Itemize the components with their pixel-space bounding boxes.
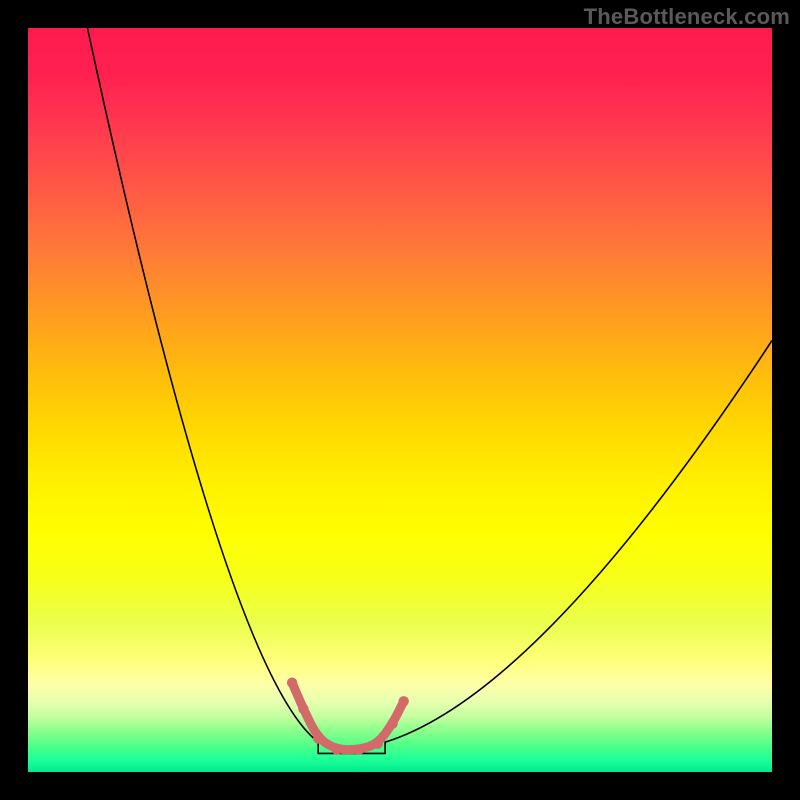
chart-svg	[28, 28, 772, 772]
optimal-point-marker	[332, 745, 342, 755]
optimal-point-marker	[313, 733, 323, 743]
optimal-point-marker	[298, 704, 308, 714]
watermark-text: TheBottleneck.com	[584, 4, 790, 30]
chart-root: TheBottleneck.com	[0, 0, 800, 800]
optimal-point-marker	[399, 696, 409, 706]
gradient-background	[28, 28, 772, 772]
optimal-point-marker	[387, 718, 397, 728]
optimal-point-marker	[287, 678, 297, 688]
optimal-point-marker	[354, 745, 364, 755]
optimal-point-marker	[373, 739, 383, 749]
plot-area	[28, 28, 772, 772]
